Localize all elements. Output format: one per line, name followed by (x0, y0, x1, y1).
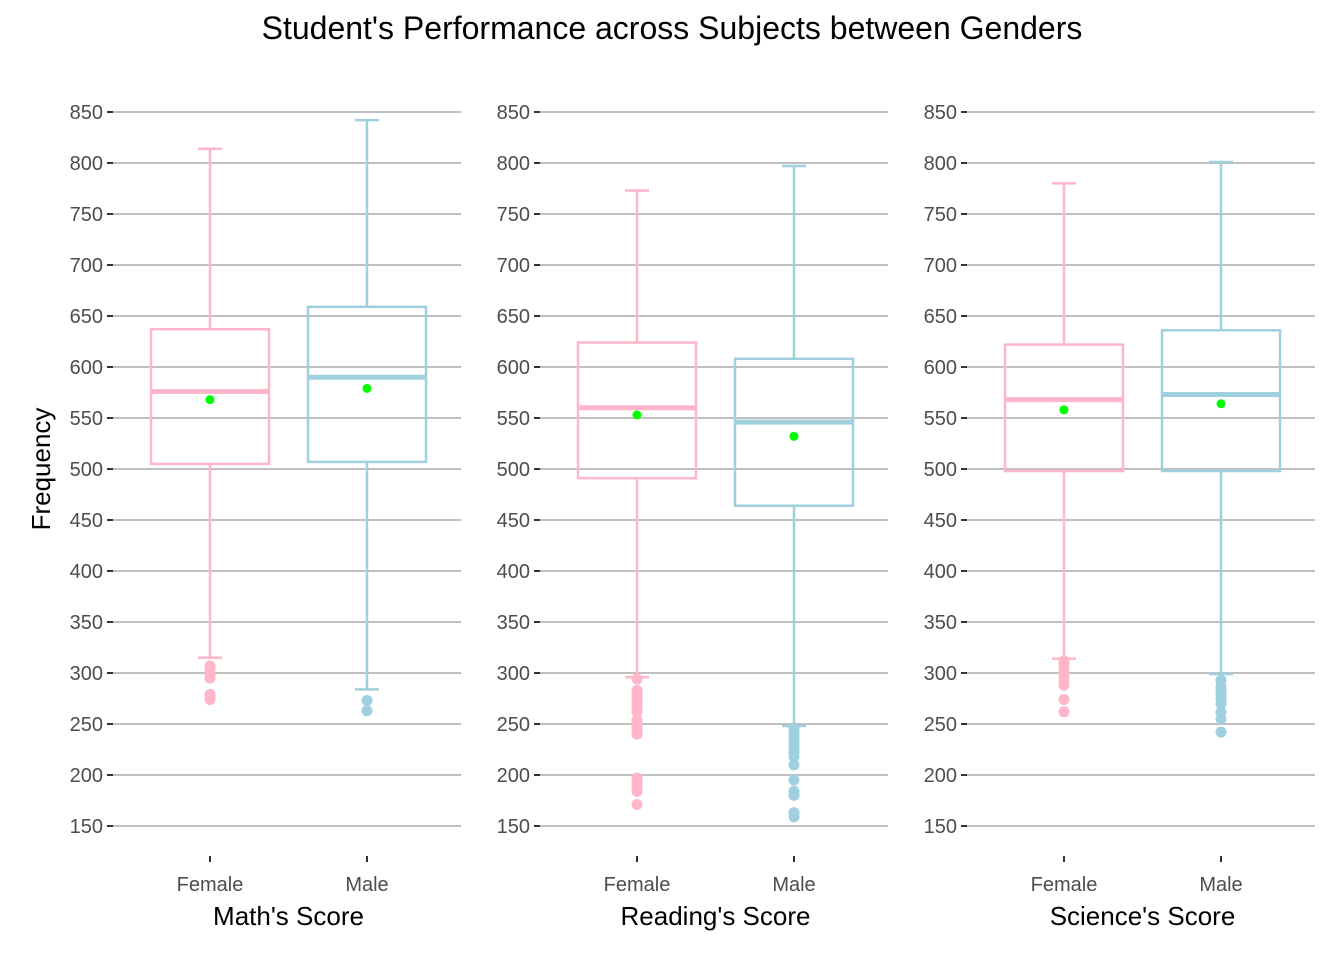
y-tick-label: 200 (70, 765, 103, 787)
box-female: Female (1003, 182, 1125, 896)
mean-point (1216, 399, 1226, 409)
y-tick-label: 250 (70, 714, 103, 736)
x-tick-label: Male (772, 874, 815, 896)
box-male: Male (1160, 160, 1282, 896)
y-tick-label: 800 (924, 153, 957, 175)
y-tick-label: 400 (70, 561, 103, 583)
y-tick-label: 250 (924, 714, 957, 736)
panel-3: 150 200 250 300 350 400 450 500 550 600 650 700 750 8… (924, 102, 1315, 931)
x-axis-title: Science's Score (1050, 901, 1236, 931)
iqr-box (1160, 329, 1282, 473)
mean-point (632, 410, 642, 420)
outlier-point (631, 799, 643, 811)
chart-panels: 150 200 250 300 350 400 450 500 550 600 650 700 750 8… (70, 102, 1315, 931)
iqr-box (306, 305, 428, 464)
box-male: Male (306, 118, 428, 896)
mean-point (1059, 405, 1069, 415)
outlier-point (204, 694, 216, 706)
outlier-point (788, 789, 800, 801)
panel-1: 150 200 250 300 350 400 450 500 550 600 650 700 750 8… (70, 102, 461, 931)
mean-point (205, 395, 215, 405)
x-axis-title: Reading's Score (621, 901, 811, 931)
y-tick-label: 750 (924, 204, 957, 226)
panel-2: 150 200 250 300 350 400 450 500 550 600 650 700 750 8… (497, 102, 888, 931)
y-tick-label: 750 (70, 204, 103, 226)
y-tick-label: 800 (70, 153, 103, 175)
outlier-point (788, 751, 800, 763)
outlier-point (788, 811, 800, 823)
y-tick-label: 550 (497, 408, 530, 430)
outlier-point (1215, 713, 1227, 725)
y-tick-label: 200 (497, 765, 530, 787)
y-tick-label: 150 (497, 816, 530, 838)
x-tick-label: Female (604, 874, 671, 896)
mean-point (362, 383, 372, 393)
y-axis-title: Frequency (26, 408, 56, 531)
y-tick-label: 600 (497, 357, 530, 379)
y-tick-label: 350 (924, 612, 957, 634)
y-tick-label: 300 (70, 663, 103, 685)
y-tick-label: 700 (70, 255, 103, 277)
x-tick-label: Male (1199, 874, 1242, 896)
y-tick-label: 300 (924, 663, 957, 685)
y-tick-label: 550 (924, 408, 957, 430)
y-tick-label: 700 (924, 255, 957, 277)
y-tick-label: 450 (497, 510, 530, 532)
iqr-box (576, 341, 698, 480)
outlier-point (788, 774, 800, 786)
outlier-point (1058, 694, 1070, 706)
y-tick-label: 650 (924, 306, 957, 328)
outlier-point (1215, 698, 1227, 710)
y-tick-label: 650 (70, 306, 103, 328)
y-tick-label: 200 (924, 765, 957, 787)
outlier-point (361, 695, 373, 707)
y-tick-label: 600 (70, 357, 103, 379)
iqr-box (1003, 343, 1125, 473)
y-tick-label: 550 (70, 408, 103, 430)
y-tick-label: 850 (924, 102, 957, 124)
y-tick-label: 350 (497, 612, 530, 634)
x-axis-title: Math's Score (213, 901, 364, 931)
outlier-point (1215, 726, 1227, 738)
y-tick-label: 400 (924, 561, 957, 583)
y-tick-label: 150 (924, 816, 957, 838)
y-tick-label: 450 (924, 510, 957, 532)
y-tick-label: 250 (497, 714, 530, 736)
y-tick-label: 800 (497, 153, 530, 175)
outlier-point (631, 706, 643, 718)
iqr-box (733, 357, 855, 507)
y-tick-label: 850 (497, 102, 530, 124)
x-tick-label: Male (345, 874, 388, 896)
x-tick-label: Female (1031, 874, 1098, 896)
mean-point (789, 431, 799, 441)
box-female: Female (149, 147, 271, 896)
y-tick-label: 500 (497, 459, 530, 481)
outlier-point (631, 728, 643, 740)
y-tick-label: 600 (924, 357, 957, 379)
outlier-point (631, 673, 643, 685)
y-tick-label: 350 (70, 612, 103, 634)
y-tick-label: 750 (497, 204, 530, 226)
outlier-point (788, 759, 800, 771)
y-tick-label: 500 (70, 459, 103, 481)
y-tick-label: 650 (497, 306, 530, 328)
chart-title: Student's Performance across Subjects be… (262, 10, 1083, 46)
outlier-point (204, 672, 216, 684)
outlier-point (631, 785, 643, 797)
outlier-point (1058, 706, 1070, 718)
box-male: Male (733, 164, 855, 896)
outlier-point (1058, 679, 1070, 691)
x-tick-label: Female (177, 874, 244, 896)
y-tick-label: 450 (70, 510, 103, 532)
y-tick-label: 500 (924, 459, 957, 481)
y-tick-label: 400 (497, 561, 530, 583)
y-tick-label: 700 (497, 255, 530, 277)
iqr-box (149, 328, 271, 466)
y-tick-label: 850 (70, 102, 103, 124)
box-female: Female (576, 189, 698, 896)
y-tick-label: 300 (497, 663, 530, 685)
outlier-point (361, 705, 373, 717)
y-tick-label: 150 (70, 816, 103, 838)
